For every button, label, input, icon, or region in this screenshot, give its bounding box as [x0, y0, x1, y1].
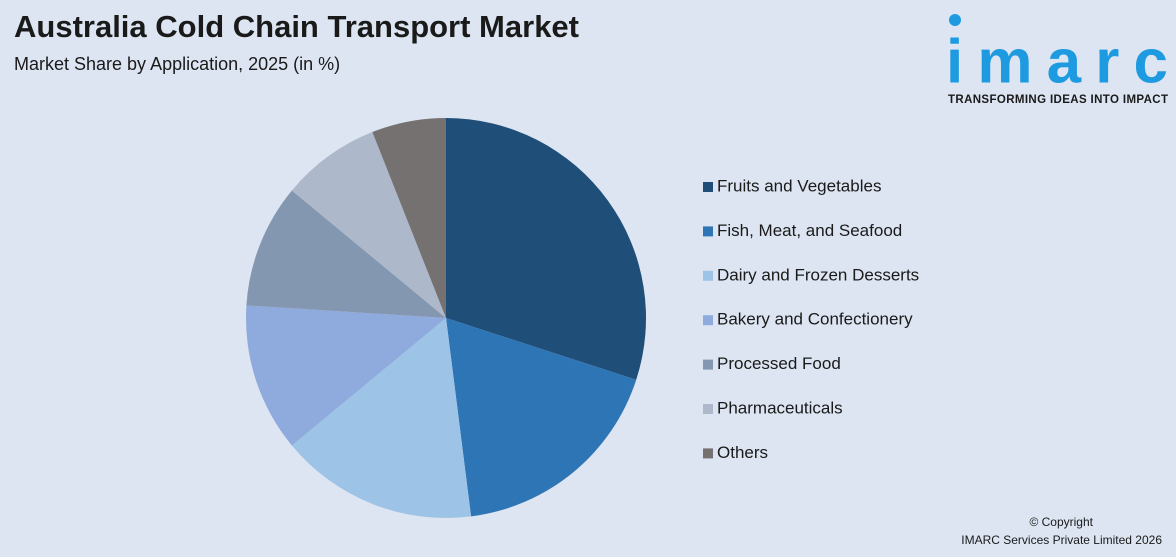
- legend-label: Processed Food: [717, 354, 841, 373]
- logo-tagline: TRANSFORMING IDEAS INTO IMPACT: [948, 94, 1168, 106]
- chart-title: Australia Cold Chain Transport Market: [14, 9, 579, 44]
- legend-swatch: [703, 315, 713, 326]
- legend-swatch: [703, 182, 713, 192]
- legend-swatch: [703, 404, 713, 414]
- legend-swatch: [703, 448, 713, 459]
- logo-dot: [949, 14, 961, 26]
- copyright: © Copyright: [1029, 515, 1093, 529]
- legend-label: Bakery and Confectionery: [717, 310, 913, 329]
- pie-slice: [291, 132, 446, 318]
- legend-label: Fish, Meat, and Seafood: [717, 221, 902, 240]
- pie-slice: [291, 318, 472, 518]
- pie-slice: [446, 118, 646, 380]
- legend-swatch: [703, 226, 713, 237]
- pie-slice: [372, 118, 446, 318]
- chart-subtitle: Market Share by Application, 2025 (in %): [14, 54, 340, 74]
- pie-slice: [446, 318, 637, 517]
- legend-label: Fruits and Vegetables: [717, 176, 881, 195]
- legend-swatch: [703, 270, 713, 281]
- pie-slice: [245, 305, 446, 446]
- legend-swatch: [703, 359, 713, 370]
- legend-label: Dairy and Frozen Desserts: [717, 265, 919, 284]
- logo-name: imarc: [946, 27, 1168, 96]
- legend-label: Pharmaceuticals: [717, 398, 843, 417]
- copyright: IMARC Services Private Limited 2026: [961, 533, 1162, 547]
- legend-label: Others: [717, 443, 768, 462]
- pie-slice: [246, 190, 446, 318]
